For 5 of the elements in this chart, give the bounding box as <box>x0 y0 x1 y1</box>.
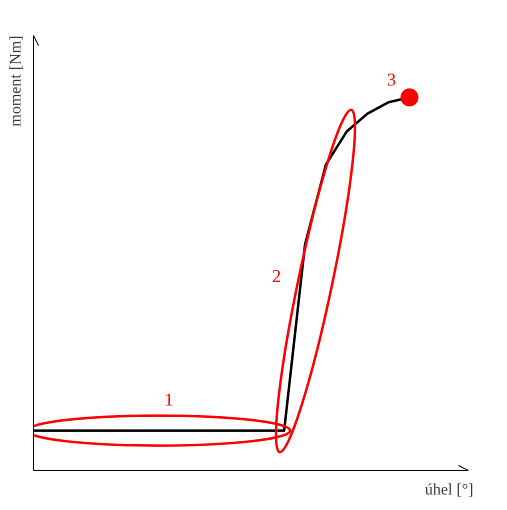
annotation: 2 <box>272 266 281 286</box>
y-axis-title: moment [Nm] <box>8 36 24 127</box>
annotation: 3 <box>386 69 396 90</box>
annotation: 1 <box>164 390 174 410</box>
x-axis-title: úhel [°] <box>424 482 474 498</box>
